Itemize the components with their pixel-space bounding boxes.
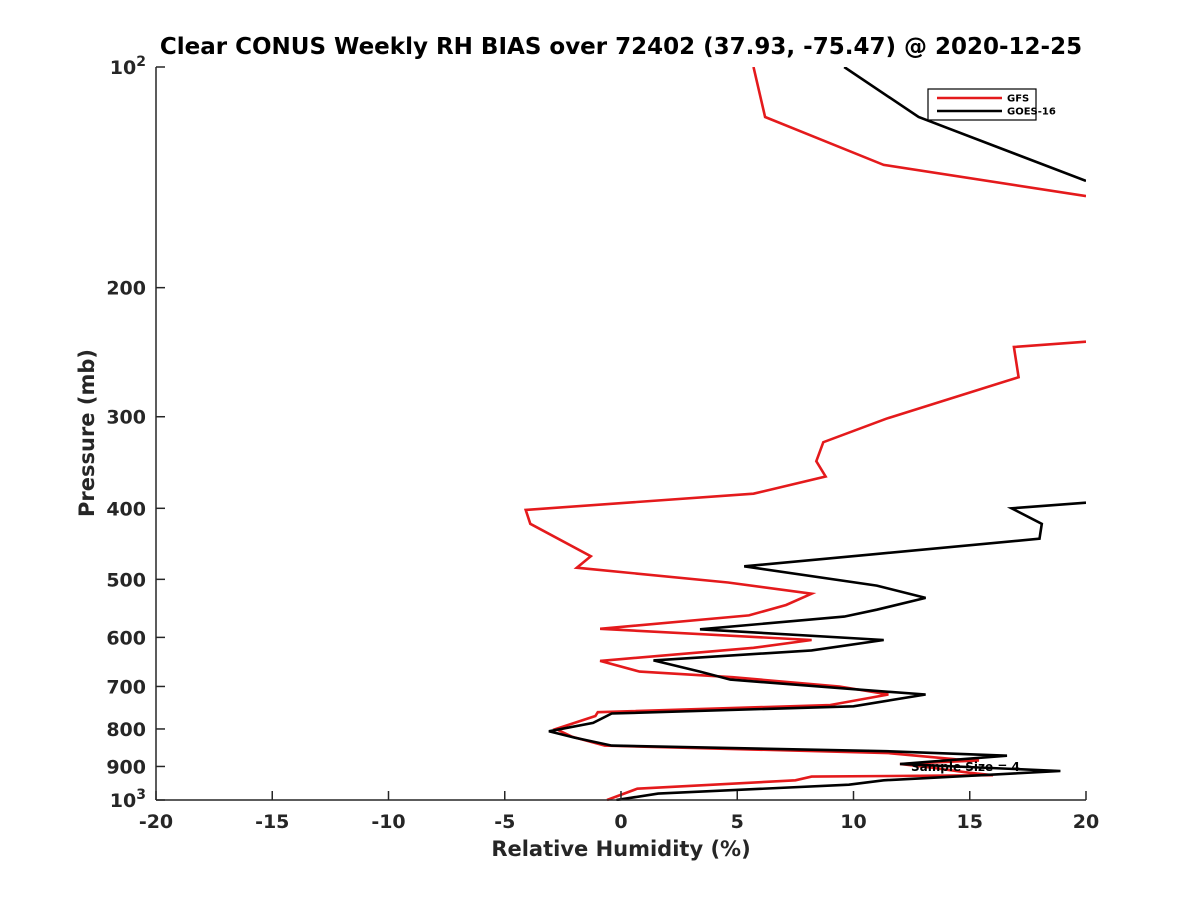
legend-label: GFS <box>1007 94 1029 105</box>
x-tick-label: -20 <box>139 811 173 833</box>
y-tick-label: 500 <box>106 569 146 591</box>
x-tick-label: -10 <box>371 811 405 833</box>
x-axis-title: Relative Humidity (%) <box>491 837 750 861</box>
y-axis-title: Pressure (mb) <box>75 349 99 517</box>
y-tick-label: 900 <box>106 756 146 778</box>
legend-label: GOES-16 <box>1007 107 1056 118</box>
y-tick-label: 600 <box>106 627 146 649</box>
x-ticks: -20 -15 -10 -5 0 5 10 15 20 <box>139 791 1099 833</box>
series-line-gfs <box>752 67 1086 198</box>
x-tick-label: 20 <box>1073 811 1099 833</box>
y-tick-label: 700 <box>106 676 146 698</box>
x-tick-label: -15 <box>255 811 289 833</box>
x-tick-label: 5 <box>731 811 744 833</box>
chart-title: Clear CONUS Weekly RH BIAS over 72402 (3… <box>160 34 1082 60</box>
series-layer <box>523 67 1086 801</box>
legend: GFS GOES-16 <box>927 88 1056 121</box>
x-tick-label: 0 <box>614 811 627 833</box>
series-line-goes-16 <box>548 501 1086 801</box>
x-tick-label: 15 <box>957 811 983 833</box>
y-tick-label: 400 <box>106 498 146 520</box>
y-tick-label: 200 <box>106 278 146 300</box>
series-line-goes-16 <box>843 67 1086 183</box>
legend-box <box>927 88 1037 121</box>
y-tick-label: 800 <box>106 719 146 741</box>
y-tick-label: 300 <box>106 407 146 429</box>
sample-size-annotation: Sample Size = 4 <box>911 760 1020 774</box>
x-tick-label: 10 <box>840 811 866 833</box>
x-tick-label: -5 <box>494 811 515 833</box>
